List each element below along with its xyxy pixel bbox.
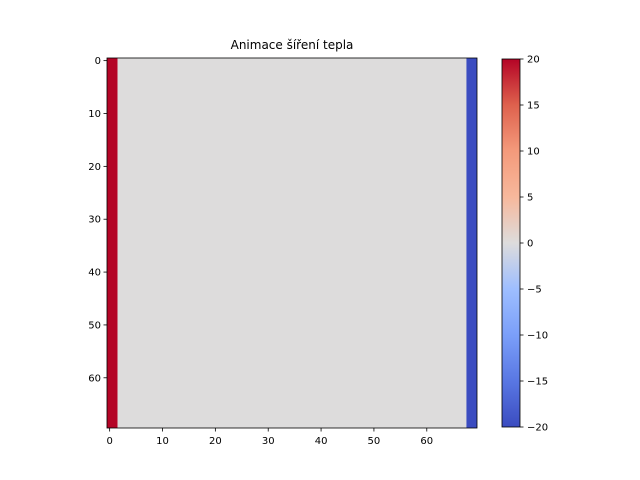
y-tick-label: 50 xyxy=(88,320,101,331)
colorbar-tick-label: −15 xyxy=(527,377,548,388)
x-tick-label: 50 xyxy=(368,436,381,447)
colorbar-tick-label: −5 xyxy=(527,285,542,296)
colorbar-tick-label: −20 xyxy=(527,423,548,434)
colorbar-tick-label: 0 xyxy=(527,239,533,250)
y-tick-label: 60 xyxy=(88,373,101,384)
x-tick-label: 20 xyxy=(209,436,222,447)
x-tick-label: 10 xyxy=(156,436,169,447)
colorbar-tick-label: 15 xyxy=(527,101,540,112)
colorbar-gradient xyxy=(501,58,521,428)
y-tick-label: 30 xyxy=(88,215,101,226)
y-tick-label: 0 xyxy=(95,56,101,67)
y-tick-label: 40 xyxy=(88,268,101,279)
heatmap-band-2 xyxy=(466,58,477,428)
plot-frame xyxy=(106,57,478,429)
colorbar-tick-label: 20 xyxy=(527,55,540,66)
colorbar-tick-label: 10 xyxy=(527,147,540,158)
heatmap-band-0 xyxy=(107,58,118,428)
y-axis: 0 10 20 30 40 50 60 xyxy=(88,56,107,384)
x-tick-label: 30 xyxy=(262,436,275,447)
heatmap-plot-area xyxy=(106,57,478,429)
x-tick-label: 60 xyxy=(420,436,433,447)
colorbar-tick-label: −10 xyxy=(527,331,548,342)
colorbar-tick-label: 5 xyxy=(527,193,533,204)
x-axis: 0 10 20 30 40 50 60 xyxy=(106,428,433,447)
x-tick-label: 40 xyxy=(315,436,328,447)
heatmap-band-1 xyxy=(117,58,467,428)
x-tick-label: 0 xyxy=(106,436,112,447)
y-tick-label: 20 xyxy=(88,162,101,173)
y-tick-label: 10 xyxy=(88,109,101,120)
chart-title: Animace šíření tepla xyxy=(231,38,354,52)
colorbar: 20 15 10 5 0 −5 −10 −15 −20 xyxy=(501,55,548,434)
